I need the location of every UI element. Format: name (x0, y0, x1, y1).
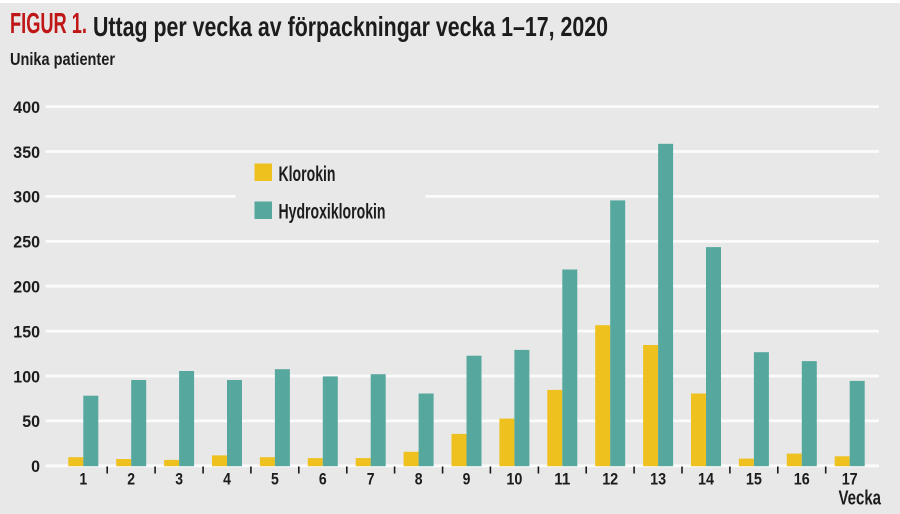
svg-text:2: 2 (127, 469, 135, 488)
svg-text:Uttag per vecka av förpackning: Uttag per vecka av förpackningar vecka 1… (93, 11, 608, 42)
svg-text:100: 100 (13, 367, 40, 386)
svg-text:6: 6 (319, 469, 327, 488)
svg-text:Unika patienter: Unika patienter (10, 49, 115, 69)
svg-text:Klorokin: Klorokin (279, 163, 336, 186)
svg-text:400: 400 (13, 98, 40, 117)
svg-text:8: 8 (415, 469, 423, 488)
svg-text:4: 4 (223, 469, 231, 488)
svg-text:11: 11 (554, 469, 570, 488)
svg-text:350: 350 (13, 143, 40, 162)
svg-text:10: 10 (506, 469, 522, 488)
svg-text:150: 150 (13, 322, 40, 341)
svg-text:12: 12 (602, 469, 618, 488)
svg-text:FIGUR 1.: FIGUR 1. (10, 8, 87, 40)
svg-text:0: 0 (31, 457, 40, 476)
svg-text:15: 15 (746, 469, 762, 488)
svg-text:14: 14 (698, 469, 714, 488)
svg-text:3: 3 (175, 469, 183, 488)
svg-text:250: 250 (13, 233, 40, 252)
svg-text:16: 16 (794, 469, 810, 488)
svg-text:17: 17 (842, 469, 858, 488)
svg-text:7: 7 (367, 469, 375, 488)
svg-text:300: 300 (13, 188, 40, 207)
svg-text:Hydroxiklorokin: Hydroxiklorokin (279, 201, 386, 224)
svg-text:5: 5 (271, 469, 279, 488)
svg-text:200: 200 (13, 278, 40, 297)
svg-text:13: 13 (650, 469, 666, 488)
svg-text:9: 9 (463, 469, 471, 488)
svg-text:Vecka: Vecka (839, 488, 882, 510)
svg-text:50: 50 (22, 412, 40, 431)
svg-text:1: 1 (79, 469, 87, 488)
